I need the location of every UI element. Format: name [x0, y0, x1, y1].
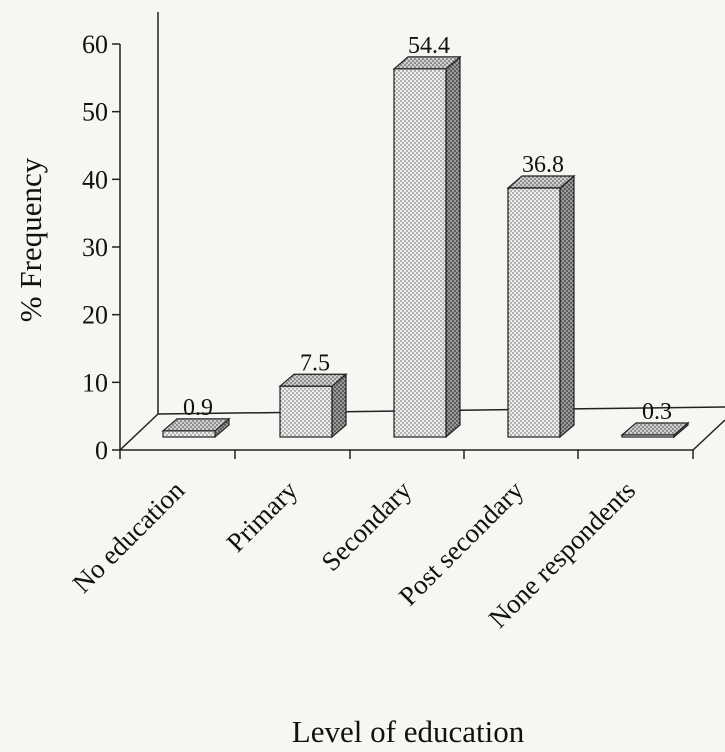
x-category-label: Secondary: [315, 475, 417, 577]
bar-front: [162, 430, 216, 438]
bar-side: [559, 174, 575, 439]
y-axis: 0 10 20 30 40 50 60: [82, 30, 120, 465]
bar-front: [393, 68, 447, 438]
y-tick-label: 50: [82, 98, 108, 127]
bar-front: [621, 434, 675, 438]
bar-value-label: 54.4: [408, 33, 450, 59]
bars: [161, 55, 690, 439]
bar-front: [507, 187, 561, 438]
bar: [278, 372, 348, 439]
bar: [620, 421, 690, 439]
bar-value-label: 36.8: [522, 152, 564, 178]
y-tick-label: 10: [82, 368, 108, 397]
bar-value-label: 0.9: [183, 395, 213, 421]
y-tick-label: 0: [95, 436, 108, 465]
bar: [161, 417, 231, 439]
bar-side: [445, 55, 461, 439]
y-tick-label: 20: [82, 301, 108, 330]
x-category-label: Primary: [221, 475, 304, 558]
bar-front: [279, 385, 333, 438]
x-category-label: No education: [67, 475, 191, 599]
floor-left-edge: [119, 413, 159, 451]
y-tick-label: 60: [82, 30, 108, 59]
bar: [392, 55, 462, 439]
bar-value-label: 7.5: [300, 350, 330, 376]
floor-right-edge: [692, 419, 725, 451]
x-axis-title: Level of education: [292, 714, 525, 749]
y-tick-label: 30: [82, 233, 108, 262]
bar: [506, 174, 576, 439]
data-labels: 0.9 7.5 54.4 36.8 0.3: [183, 33, 672, 425]
y-axis-title: % Frequency: [13, 157, 48, 322]
bar-value-label: 0.3: [642, 399, 672, 425]
y-tick-label: 40: [82, 165, 108, 194]
